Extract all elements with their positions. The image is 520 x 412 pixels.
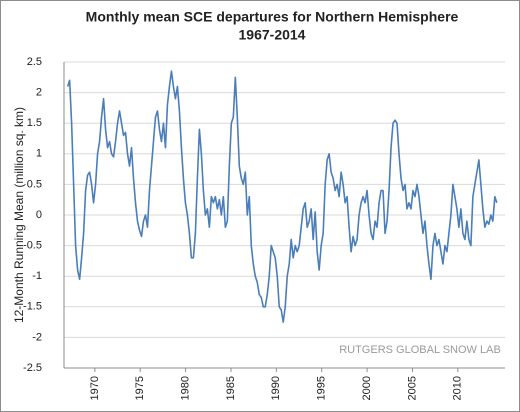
y-tick-label: -1.5 [23,301,42,313]
y-axis-label: 12-Month Running Mean (million sq. km) [12,107,26,323]
y-tick-label: -2.5 [23,362,42,374]
x-tick-label: 1990 [270,376,282,400]
y-tick-label: 0.5 [27,178,42,190]
x-tick-label: 1995 [316,376,328,400]
x-tick-label: 2000 [361,376,373,400]
annotation: RUTGERS GLOBAL SNOW LAB [339,344,501,356]
y-tick-label: 1.5 [27,117,42,129]
x-tick-label: 1970 [89,376,101,400]
x-tick-label: 1975 [134,376,146,400]
y-tick-label: 2 [36,87,42,99]
x-tick-label: 2010 [452,376,464,400]
y-tick-label: 1 [36,148,42,160]
y-tick-label: 0 [36,209,42,221]
x-tick-label: 1985 [225,376,237,400]
y-tick-label: -1 [32,270,42,282]
chart-title: Monthly mean SCE departures for Northern… [86,9,459,25]
y-tick-label: -2 [32,331,42,343]
x-tick-label: 2005 [406,376,418,400]
chart-subtitle: 1967-2014 [239,27,306,43]
data-line [66,70,498,323]
y-tick-label: -0.5 [23,240,42,252]
x-tick-label: 1980 [179,376,191,400]
y-tick-label: 2.5 [27,56,42,68]
